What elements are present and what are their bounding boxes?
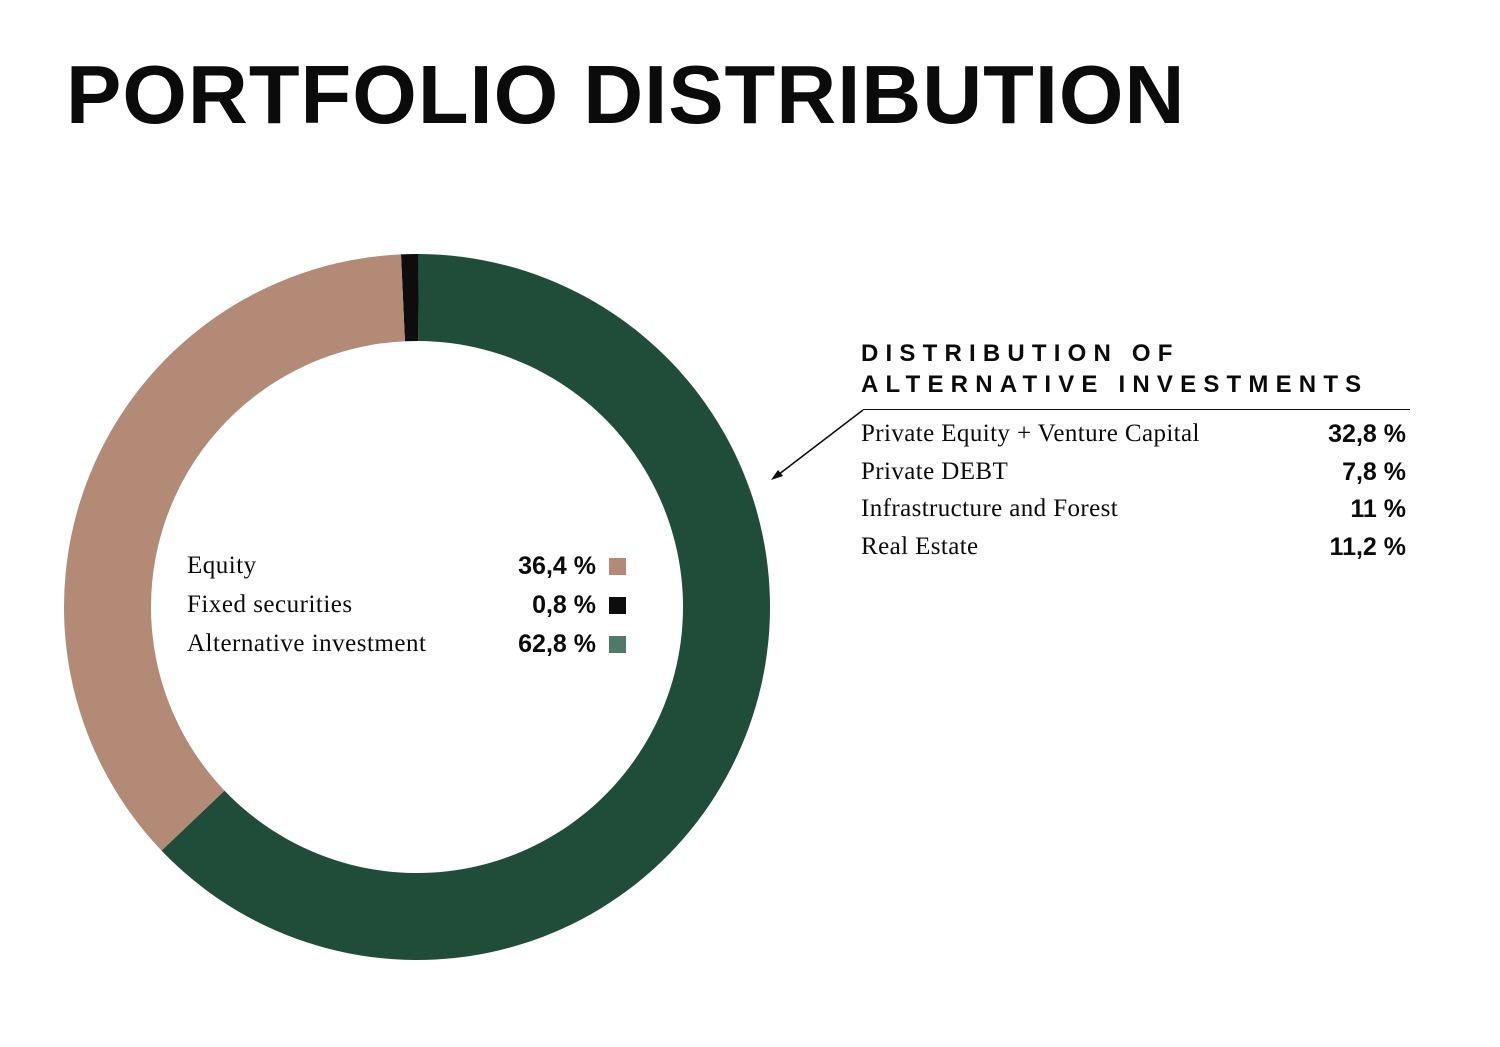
legend-value: 62,8 % bbox=[518, 630, 596, 658]
breakdown-label: Real Estate bbox=[861, 532, 979, 560]
breakdown-title-line: ALTERNATIVE INVESTMENTS bbox=[861, 371, 1369, 398]
breakdown-divider bbox=[863, 409, 1410, 410]
breakdown-title: DISTRIBUTION OF ALTERNATIVE INVESTMENTS bbox=[861, 338, 1410, 400]
breakdown-row-private-equity: Private Equity + Venture Capital 32,8 % bbox=[861, 418, 1406, 456]
legend-swatch bbox=[609, 558, 626, 575]
breakdown-row-private-debt: Private DEBT 7,8 % bbox=[861, 456, 1406, 494]
alternative-investments-breakdown: DISTRIBUTION OF ALTERNATIVE INVESTMENTS … bbox=[861, 338, 1410, 561]
breakdown-value: 11 % bbox=[1350, 495, 1406, 523]
donut-slice-equity bbox=[64, 254, 405, 851]
breakdown-label: Infrastructure and Forest bbox=[861, 495, 1119, 522]
breakdown-title-line: DISTRIBUTION OF bbox=[861, 340, 1180, 367]
legend-label: Fixed securities bbox=[187, 591, 353, 618]
legend-value: 36,4 % bbox=[518, 552, 596, 580]
legend-item-equity: Equity 36,4 % bbox=[187, 548, 632, 587]
legend-item-fixed-securities: Fixed securities 0,8 % bbox=[187, 587, 632, 626]
breakdown-value: 11,2 % bbox=[1329, 532, 1406, 561]
breakdown-value: 7,8 % bbox=[1342, 457, 1406, 486]
donut-slices bbox=[64, 254, 771, 960]
chart-legend: Equity 36,4 % Fixed securities 0,8 % Alt… bbox=[187, 548, 632, 665]
legend-label: Alternative investment bbox=[187, 630, 427, 657]
page-title: PORTFOLIO DISTRIBUTION bbox=[66, 48, 1186, 141]
breakdown-value: 32,8 % bbox=[1328, 420, 1406, 448]
legend-label: Equity bbox=[187, 552, 257, 579]
breakdown-label: Private DEBT bbox=[861, 457, 1009, 485]
callout-arrow bbox=[771, 409, 864, 480]
breakdown-list: Private Equity + Venture Capital 32,8 % … bbox=[861, 418, 1406, 568]
breakdown-row-real-estate: Real Estate 11,2 % bbox=[861, 531, 1406, 569]
breakdown-row-infrastructure-forest: Infrastructure and Forest 11 % bbox=[861, 493, 1406, 531]
legend-item-alternative-investment: Alternative investment 62,8 % bbox=[187, 626, 632, 665]
legend-swatch bbox=[609, 636, 626, 653]
breakdown-label: Private Equity + Venture Capital bbox=[861, 420, 1200, 447]
donut-slice-alternative-investment bbox=[161, 254, 771, 960]
legend-value: 0,8 % bbox=[532, 591, 596, 619]
donut-slice-fixed-securities bbox=[400, 254, 419, 342]
legend-swatch bbox=[609, 597, 626, 614]
